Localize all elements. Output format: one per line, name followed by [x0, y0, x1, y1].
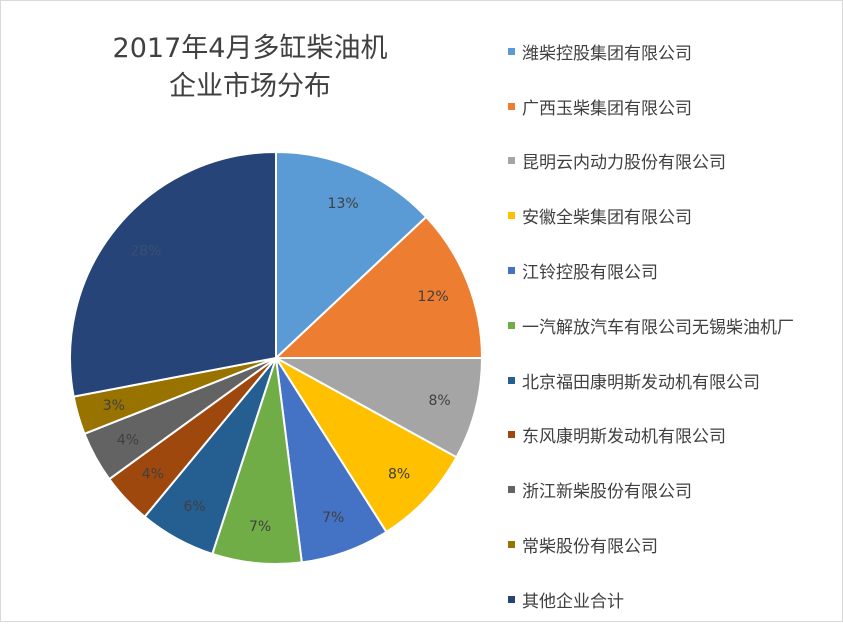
chart-title-line-1: 2017年4月多缸柴油机 — [112, 33, 388, 64]
legend-item-7: 北京福田康明斯发动机有限公司 — [508, 353, 838, 408]
legend-swatch — [508, 47, 515, 55]
legend-item-2: 广西玉柴集团有限公司 — [508, 79, 838, 134]
legend-item-4: 安徽全柴集团有限公司 — [508, 188, 838, 243]
data-label-11: 28% — [130, 243, 161, 259]
legend-label: 其他企业合计 — [522, 591, 624, 612]
legend-label: 潍柴控股集团有限公司 — [522, 43, 692, 64]
legend-swatch — [508, 102, 515, 110]
pie-slice-1 — [275, 150, 428, 361]
legend-item-5: 江铃控股有限公司 — [508, 243, 838, 298]
legend-item-3: 昆明云内动力股份有限公司 — [508, 134, 838, 189]
legend-label: 一汽解放汽车有限公司无锡柴油机厂 — [522, 317, 794, 338]
legend-item-10: 常柴股份有限公司 — [508, 517, 838, 572]
data-label-2: 12% — [418, 289, 449, 305]
pie-slice-11 — [69, 150, 277, 398]
legend-label: 江铃控股有限公司 — [522, 263, 658, 284]
legend-swatch — [508, 431, 515, 439]
legend-label: 广西玉柴集团有限公司 — [522, 98, 692, 119]
legend-swatch — [508, 212, 515, 220]
chart-title-line-2: 企业市场分布 — [169, 71, 331, 102]
legend-swatch — [508, 486, 515, 494]
pie-slice-3 — [275, 357, 484, 459]
legend-swatch — [508, 595, 515, 603]
legend-label: 安徽全柴集团有限公司 — [522, 208, 692, 229]
data-label-4: 8% — [388, 467, 410, 483]
legend-label: 常柴股份有限公司 — [522, 537, 658, 558]
data-label-3: 8% — [428, 393, 450, 409]
legend-label: 昆明云内动力股份有限公司 — [522, 153, 726, 174]
data-label-6: 7% — [249, 519, 271, 535]
pie-slice-2 — [273, 215, 484, 359]
legend-item-8: 东风康明斯发动机有限公司 — [508, 408, 838, 463]
data-label-8: 4% — [142, 467, 164, 483]
chart-legend: 潍柴控股集团有限公司 广西玉柴集团有限公司昆明云内动力股份有限公司 安徽全柴集团有限… — [508, 24, 838, 627]
legend-item-11: 其他企业合计 — [508, 572, 838, 627]
legend-item-1: 潍柴控股集团有限公司 — [508, 24, 838, 79]
legend-swatch — [508, 267, 515, 275]
legend-swatch — [508, 376, 515, 384]
data-label-7: 6% — [183, 499, 205, 515]
legend-swatch — [508, 321, 515, 329]
pie-slice-4 — [275, 357, 458, 534]
legend-label: 浙江新柴股份有限公司 — [522, 482, 692, 503]
legend-label: 东风康明斯发动机有限公司 — [522, 427, 726, 448]
data-label-5: 7% — [322, 510, 344, 526]
legend-swatch — [508, 157, 515, 165]
legend-item-6: 一汽解放汽车有限公司无锡柴油机厂 — [508, 298, 838, 353]
legend-swatch — [508, 541, 515, 549]
data-label-9: 4% — [117, 432, 139, 448]
legend-label: 北京福田康明斯发动机有限公司 — [522, 372, 760, 393]
legend-item-9: 浙江新柴股份有限公司 — [508, 462, 838, 517]
chart-title: 2017年4月多缸柴油机 企业市场分布 — [90, 30, 410, 106]
data-label-1: 13% — [328, 196, 359, 212]
data-label-10: 3% — [103, 398, 125, 414]
